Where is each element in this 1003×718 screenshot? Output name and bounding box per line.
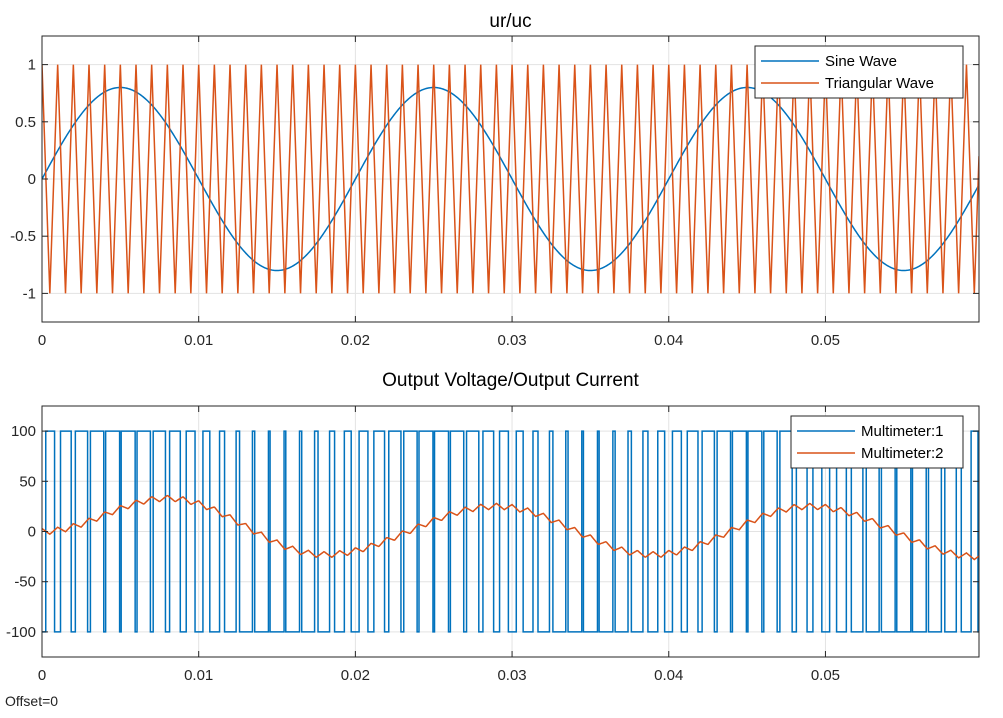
x-tick-label: 0.02	[341, 667, 370, 684]
y-tick-label: -0.5	[10, 228, 36, 245]
x-tick-label: 0.05	[811, 332, 840, 349]
bottom-chart-output: 0 0.01 0.02 0.03 0.04 0.05 100 50 0 -50 -100 Output…	[6, 370, 980, 684]
y-tick-label: 0	[28, 171, 36, 188]
x-tick-label: 0	[38, 332, 46, 349]
x-tick-label: 0.01	[184, 332, 213, 349]
y-tick-label: -50	[14, 574, 36, 591]
x-tick-label: 0.03	[497, 667, 526, 684]
series-line	[42, 430, 979, 633]
y-tick-label: 0	[28, 524, 36, 541]
x-tick-label: 0.04	[654, 332, 683, 349]
y-tick-label: 100	[11, 423, 36, 440]
legend-label: Multimeter:2	[861, 445, 944, 462]
y-tick-label: 1	[28, 57, 36, 74]
x-tick-label: 0.02	[341, 332, 370, 349]
legend-label: Sine Wave	[825, 53, 897, 70]
x-tick-label: 0.05	[811, 667, 840, 684]
y-tick-label: 0.5	[15, 114, 36, 131]
legend-box	[754, 45, 964, 99]
series-group	[42, 430, 979, 633]
legend-label: Multimeter:1	[861, 423, 944, 440]
legend-label: Triangular Wave	[825, 75, 934, 92]
legend-box	[790, 415, 964, 469]
y-tick-label: -100	[6, 624, 36, 641]
y-tick-label: -1	[23, 285, 36, 302]
chart-title: ur/uc	[489, 11, 531, 32]
offset-label: Offset=0	[5, 693, 59, 709]
x-tick-label: 0	[38, 667, 46, 684]
chart-title: Output Voltage/Output Current	[382, 370, 639, 391]
x-tick-label: 0.01	[184, 667, 213, 684]
series-line	[42, 494, 979, 561]
y-tick-label: 50	[19, 473, 36, 490]
top-chart-ur-uc: 0 0.01 0.02 0.03 0.04 0.05 1 0.5 0 -0.5 -1 ur/uc Sin…	[10, 11, 980, 349]
series-line	[42, 86, 979, 272]
x-tick-label: 0.04	[654, 667, 683, 684]
x-tick-label: 0.03	[497, 332, 526, 349]
